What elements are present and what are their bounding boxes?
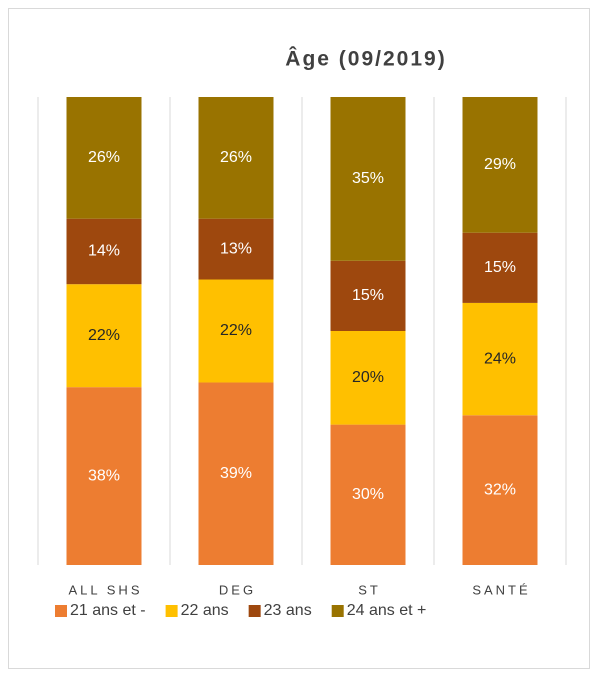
bar-segment (66, 97, 142, 219)
value-label: 32% (484, 481, 516, 498)
legend-swatch (331, 605, 344, 617)
bar-segment (198, 382, 274, 565)
bar-segment (462, 97, 538, 233)
bar-segment (462, 232, 538, 303)
bar-segment (198, 218, 274, 280)
x-tick-label: ALL SHS (69, 582, 143, 597)
legend-label: 23 ans (264, 602, 312, 619)
legend-swatch (248, 605, 261, 617)
value-label: 39% (220, 465, 252, 482)
bar-segment (66, 218, 142, 285)
bar-segment (330, 424, 406, 565)
legend-label: 24 ans et + (347, 602, 427, 619)
legend-label: 22 ans (181, 602, 229, 619)
bar-segment (330, 260, 406, 331)
bar-segment (462, 302, 538, 416)
legend-swatch (55, 605, 67, 617)
bar-segment (66, 284, 142, 388)
value-label: 22% (220, 322, 252, 339)
value-label: 15% (352, 287, 384, 304)
value-label: 13% (220, 240, 252, 257)
value-label: 20% (352, 369, 384, 386)
bar-segment (462, 415, 538, 565)
value-label: 30% (352, 486, 384, 503)
bar-segment (198, 97, 274, 219)
value-label: 38% (88, 467, 120, 484)
value-label: 29% (484, 156, 516, 173)
legend-swatch (165, 605, 178, 617)
value-label: 24% (484, 350, 516, 367)
bar-segment (330, 97, 406, 261)
chart-title: Âge (09/2019) (285, 47, 446, 71)
value-label: 14% (88, 243, 120, 260)
value-label: 26% (88, 149, 120, 166)
bar-segment (198, 279, 274, 383)
bar-segment (330, 331, 406, 425)
x-tick-label: ST (358, 582, 381, 597)
value-label: 22% (88, 327, 120, 344)
value-label: 26% (220, 149, 252, 166)
x-tick-label: SANTÉ (472, 582, 530, 597)
legend-label: 21 ans et - (70, 602, 146, 619)
x-tick-label: DEG (219, 582, 256, 597)
bar-segment (66, 387, 142, 565)
value-label: 35% (352, 170, 384, 187)
value-label: 15% (484, 259, 516, 276)
